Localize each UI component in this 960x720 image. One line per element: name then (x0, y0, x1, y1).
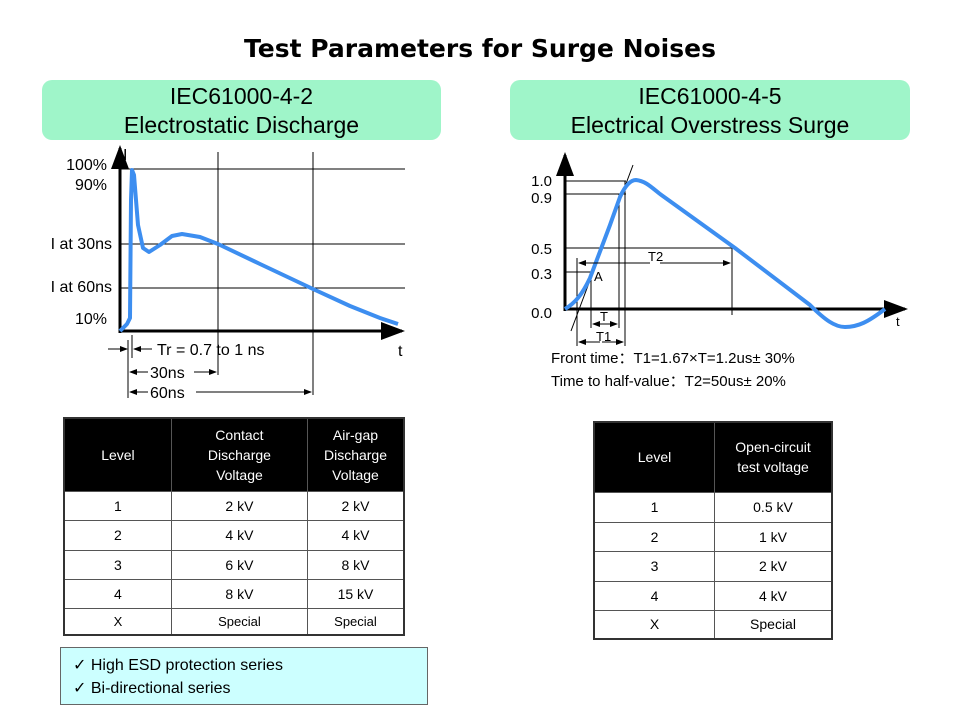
cell: 3 (63, 549, 172, 580)
t1-label: T1 (596, 329, 611, 344)
level-label: 0.3 (531, 266, 552, 283)
esd-name: Electrostatic Discharge (123, 112, 360, 138)
front-time-note: Front time：T1=1.67×T=1.2us± 30% (551, 350, 795, 367)
level-label: 10% (75, 311, 107, 328)
checklist-item: ✓ High ESD protection series (73, 654, 427, 677)
level-label: 1.0 (531, 173, 552, 190)
surge-header: IEC61000-4-5 Electrical Overstress Surge (510, 80, 910, 140)
cell: Special (714, 609, 833, 640)
column-header: Open-circuit test voltage (714, 421, 833, 493)
cell: 6 kV (170, 549, 308, 580)
cell: X (593, 609, 715, 640)
level-label: 0.9 (531, 190, 552, 207)
cell: 1 (63, 490, 172, 521)
cell: 0.5 kV (714, 491, 833, 523)
level-label: 0.0 (531, 305, 552, 322)
esd-level-table: Level Contact Discharge Voltage Air-gap … (63, 417, 405, 636)
t30-label: 30ns (150, 365, 185, 382)
level-label: I at 30ns (51, 236, 112, 253)
checklist-text: High ESD protection series (90, 657, 283, 674)
rise-time-label: Tr = 0.7 to 1 ns (157, 342, 264, 359)
table-row: X Special (593, 609, 833, 640)
cell: Special (170, 607, 308, 636)
feature-checklist: ✓ High ESD protection series ✓ Bi-direct… (60, 647, 428, 705)
cell: 2 (63, 519, 172, 551)
column-header: Level (593, 421, 715, 493)
esd-header: IEC61000-4-2 Electrostatic Discharge (42, 80, 441, 140)
cell: 8 kV (306, 549, 405, 580)
cell: 2 kV (170, 490, 308, 521)
check-icon: ✓ (73, 657, 91, 674)
cell: 4 (63, 578, 172, 609)
point-a-label: A (594, 269, 603, 284)
cell: 3 (593, 550, 715, 582)
column-header: Level (63, 417, 172, 492)
half-value-note: Time to half-value：T2=50us± 20% (551, 373, 786, 390)
t2-label: T2 (648, 249, 663, 264)
x-axis-label: t (896, 314, 900, 329)
t-label: T (600, 309, 608, 324)
cell: Special (306, 607, 405, 636)
esd-current-curve (118, 168, 399, 333)
checklist-text: Bi-directional series (90, 680, 231, 697)
cell: 4 kV (714, 580, 833, 611)
cell: 4 kV (170, 519, 308, 551)
cell: 4 (593, 580, 715, 611)
cell: 2 kV (306, 490, 405, 521)
level-label: 100% (66, 157, 107, 174)
cell: 1 (593, 491, 715, 523)
table-row: 1 0.5 kV (593, 491, 833, 523)
cell: 4 kV (306, 519, 405, 551)
cell: X (63, 607, 172, 636)
esd-standard: IEC61000-4-2 (169, 83, 314, 109)
level-label: 90% (75, 177, 107, 194)
y-axis-label: I (123, 147, 127, 164)
cell: 2 kV (714, 550, 833, 582)
cell: 2 (593, 521, 715, 552)
surge-level-table: Level Open-circuit test voltage 1 0.5 kV … (593, 421, 833, 640)
column-header: Air-gap Discharge Voltage (306, 417, 405, 492)
check-icon: ✓ (73, 680, 91, 697)
t60-label: 60ns (150, 385, 185, 402)
level-label: I at 60ns (51, 279, 112, 296)
surge-name: Electrical Overstress Surge (570, 112, 850, 138)
cell: 8 kV (170, 578, 308, 609)
surge-waveform-diagram: 1.0 0.9 0.5 0.3 0.0 A T2 T T1 t Front ti… (531, 152, 908, 390)
x-axis-label: t (398, 343, 403, 360)
checklist-item: ✓ Bi-directional series (73, 677, 427, 700)
surge-standard: IEC61000-4-5 (638, 83, 782, 109)
esd-waveform-diagram: I 100% 90% I at 30ns I at 60ns 10% Tr = … (51, 145, 405, 402)
cell: 1 kV (714, 521, 833, 552)
table-row: X Special Special (63, 607, 405, 636)
cell: 15 kV (306, 578, 405, 609)
column-header: Contact Discharge Voltage (170, 417, 308, 492)
surge-voltage-curve (563, 178, 887, 329)
page-title: Test Parameters for Surge Noises (244, 34, 716, 63)
level-label: 0.5 (531, 241, 552, 258)
